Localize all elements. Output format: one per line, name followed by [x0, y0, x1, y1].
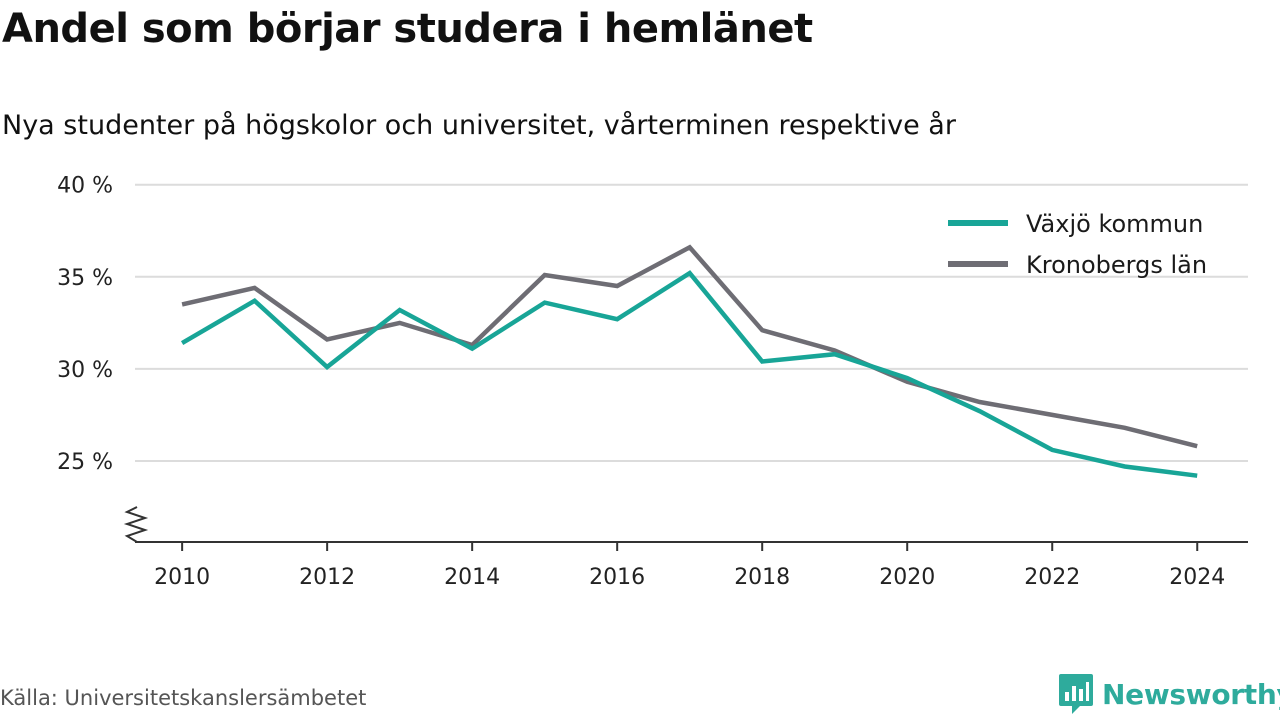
x-tick-label: 2014: [444, 565, 500, 590]
y-tick-label: 35 %: [57, 266, 113, 291]
legend: Växjö kommun Kronobergs län: [948, 210, 1207, 279]
x-tick-label: 2012: [299, 565, 355, 590]
x-tick-label: 2024: [1169, 565, 1225, 590]
series-line-1: [181, 244, 1198, 449]
x-tick-label: 2010: [154, 565, 210, 590]
x-tick-label: 2018: [734, 565, 790, 590]
series-lines: [180, 244, 1198, 478]
y-tick-label: 30 %: [57, 358, 113, 383]
brand-logo[interactable]: Newsworthy: [1058, 672, 1280, 716]
axis-break-marker: [123, 506, 149, 543]
x-tick-label: 2016: [589, 565, 645, 590]
chart-title: Andel som börjar studera i hemlänet: [2, 6, 813, 52]
chart-subtitle: Nya studenter på högskolor och universit…: [2, 110, 956, 141]
legend-label: Kronobergs län: [1026, 251, 1207, 279]
y-tick-label: 40 %: [57, 174, 113, 199]
x-tick-label: 2022: [1024, 565, 1080, 590]
legend-label: Växjö kommun: [1026, 210, 1203, 238]
series-line-0: [180, 270, 1198, 478]
source-note: Källa: Universitetskanslersämbetet: [0, 686, 367, 710]
newsworthy-logo-icon: [1059, 674, 1093, 714]
x-tick-label: 2020: [879, 565, 935, 590]
y-tick-label: 25 %: [57, 450, 113, 475]
axes: 25 % 30 % 35 % 40 % 2010 2012 2014 2016 2018 2020…: [57, 174, 1248, 590]
brand-name: Newsworthy: [1102, 677, 1280, 711]
